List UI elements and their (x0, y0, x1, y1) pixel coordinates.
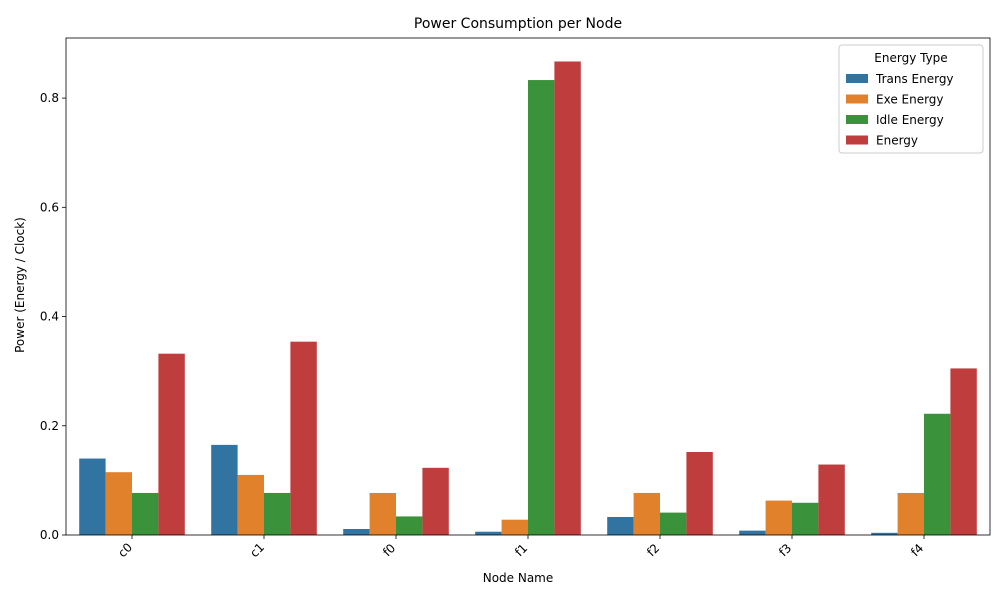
bar-exe-energy-f2 (633, 492, 660, 535)
x-axis-label: Node Name (483, 571, 554, 585)
legend-swatch (846, 115, 868, 124)
legend-label: Exe Energy (876, 93, 944, 107)
x-tick-label: f2 (644, 541, 662, 559)
bar-energy-f3 (818, 464, 845, 535)
bar-energy-f1 (554, 61, 581, 535)
bar-trans-energy-f1 (475, 531, 502, 535)
legend-box (838, 44, 984, 154)
legend-swatch (846, 135, 868, 145)
x-tick-label: f3 (776, 541, 794, 559)
bar-idle-energy-f3 (792, 502, 819, 535)
y-tick-label: 0.0 (40, 528, 59, 542)
chart-title: Power Consumption per Node (414, 16, 622, 32)
bar-trans-energy-f3 (739, 530, 766, 535)
bar-idle-energy-c1 (264, 492, 291, 535)
bar-trans-energy-c0 (79, 458, 106, 535)
legend-label: Trans Energy (875, 72, 954, 86)
y-tick-label: 0.4 (40, 310, 59, 324)
bar-idle-energy-f1 (528, 80, 555, 536)
y-tick-label: 0.6 (40, 200, 59, 214)
legend-label: Energy (876, 134, 918, 148)
bar-energy-c0 (158, 353, 185, 535)
legend-swatch (846, 74, 868, 83)
bar-idle-energy-f0 (396, 516, 423, 535)
x-tick-label: f1 (512, 541, 530, 559)
bar-trans-energy-f2 (607, 516, 634, 535)
bar-exe-energy-c0 (105, 472, 132, 535)
bar-exe-energy-f3 (765, 500, 792, 535)
bar-exe-energy-f1 (501, 519, 528, 535)
y-tick-label: 0.2 (40, 419, 59, 433)
bar-exe-energy-c1 (237, 474, 264, 535)
bar-exe-energy-f4 (897, 492, 924, 535)
bar-trans-energy-f4 (871, 532, 898, 535)
bar-trans-energy-f0 (343, 528, 370, 535)
bar-energy-f4 (950, 368, 977, 535)
bar-energy-f0 (422, 467, 449, 535)
legend-swatch (846, 94, 868, 104)
bar-idle-energy-f4 (924, 413, 951, 535)
x-tick-label: c1 (247, 540, 267, 560)
y-tick-label: 0.8 (40, 91, 59, 105)
bar-trans-energy-c1 (211, 444, 238, 535)
x-tick-label: c0 (115, 540, 135, 560)
x-tick-label: f4 (908, 541, 926, 559)
bar-energy-f2 (686, 451, 713, 535)
x-tick-label: f0 (380, 541, 398, 559)
bar-idle-energy-f2 (660, 512, 687, 535)
legend-label: Idle Energy (876, 113, 944, 127)
bar-exe-energy-f0 (369, 492, 396, 535)
bar-idle-energy-c0 (132, 492, 159, 535)
y-axis-label: Power (Energy / Clock) (13, 217, 27, 353)
bar-energy-c1 (290, 341, 317, 535)
legend-title: Energy Type (874, 51, 947, 65)
